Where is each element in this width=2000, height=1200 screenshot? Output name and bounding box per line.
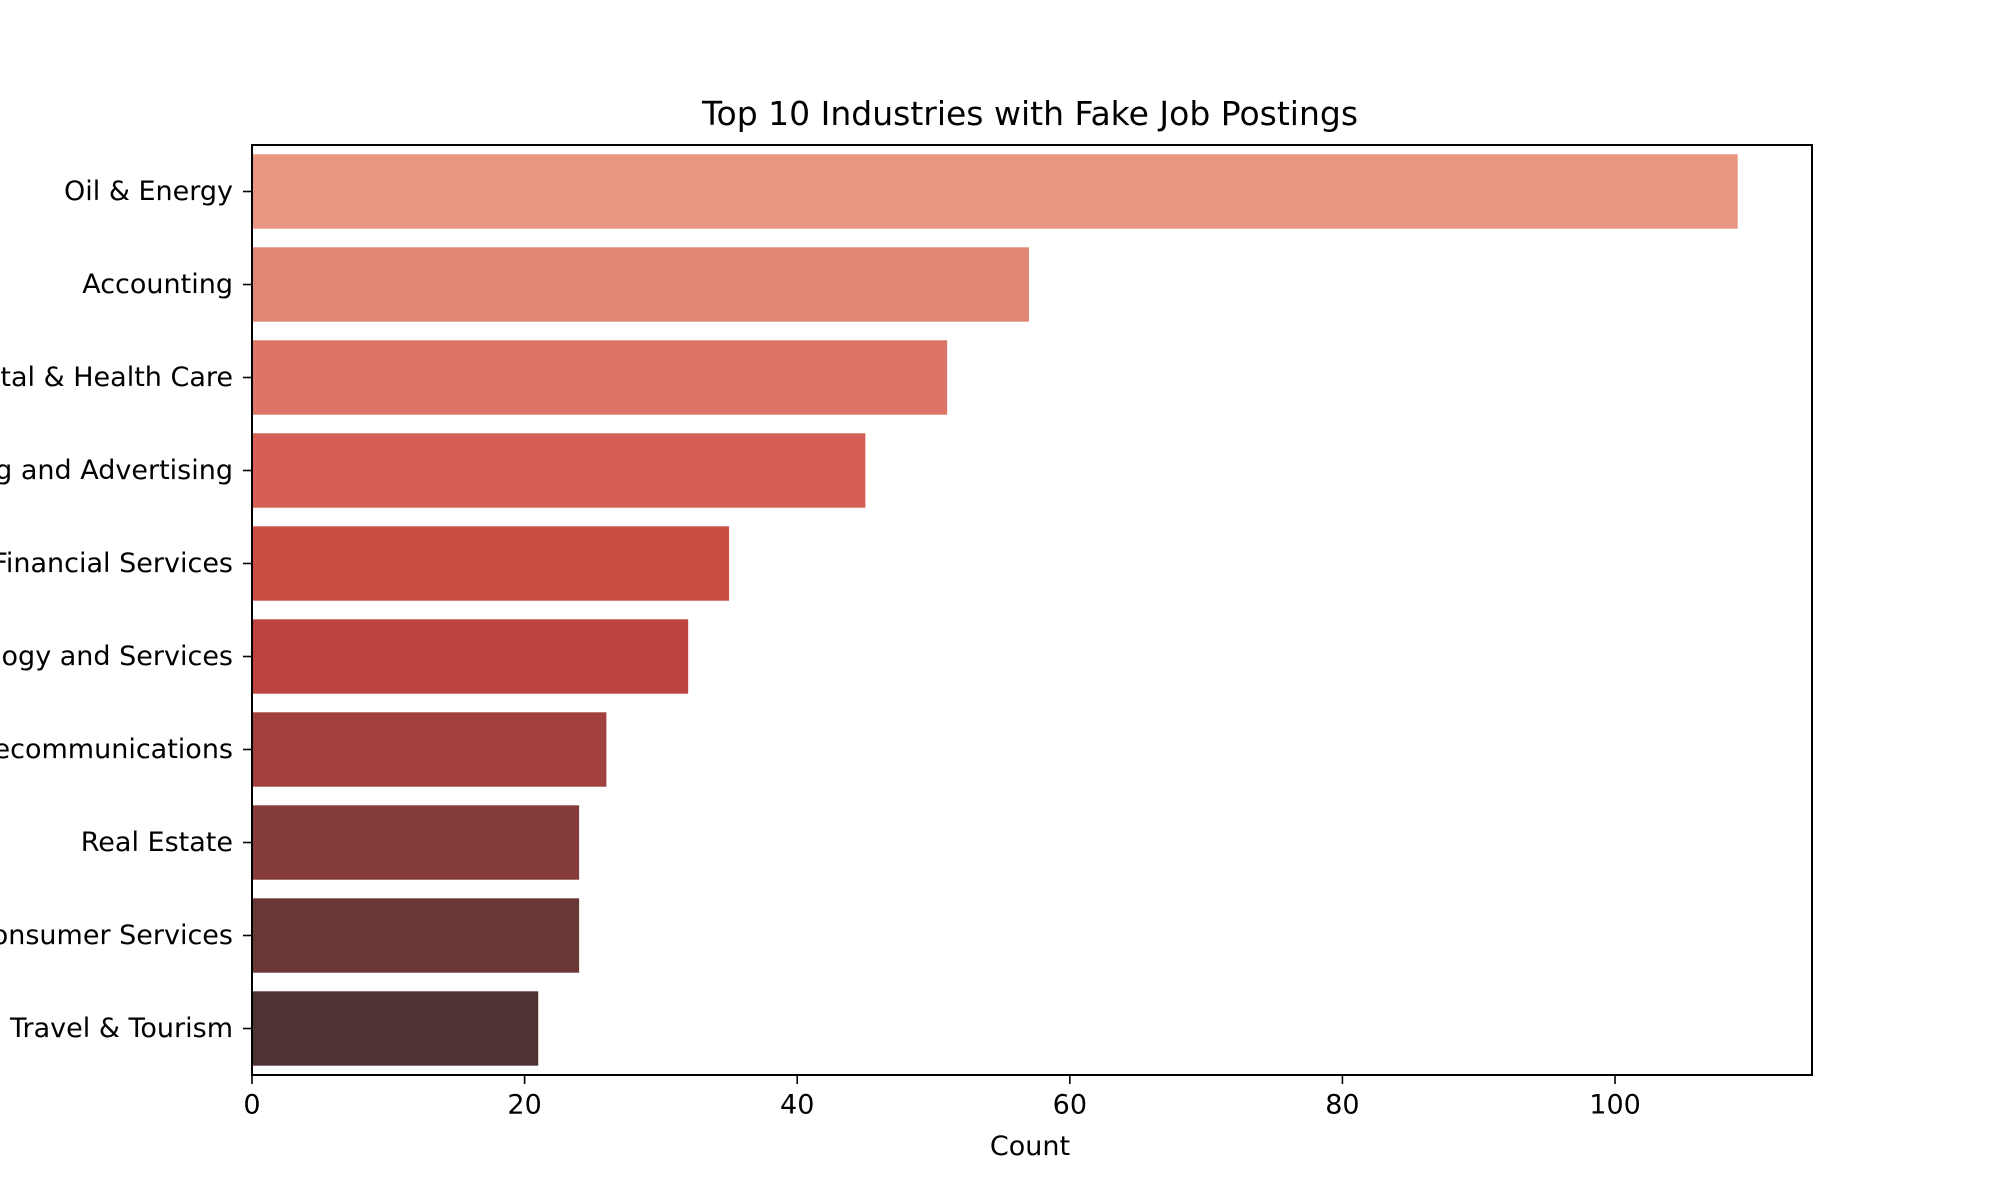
- y-tick-label: Oil & Energy: [64, 176, 233, 207]
- bar-information-technology-and-services: [252, 619, 689, 694]
- y-tick-label: Marketing and Advertising: [0, 455, 233, 486]
- x-tick-label: 100: [1589, 1090, 1641, 1121]
- bar-telecommunications: [252, 712, 607, 787]
- y-tick-label: Leisure, Travel & Tourism: [0, 1013, 233, 1044]
- bar-real-estate: [252, 805, 580, 880]
- bar-hospital-health-care: [252, 340, 948, 415]
- bars-group: [252, 154, 1738, 1066]
- x-axis: 0 20 40 60 80 100: [243, 1075, 1641, 1121]
- bar-financial-services: [252, 526, 730, 601]
- x-tick-label: 20: [507, 1090, 541, 1121]
- bar-leisure-travel-tourism: [252, 991, 539, 1066]
- y-tick-label: Accounting: [82, 269, 233, 300]
- bar-accounting: [252, 247, 1029, 322]
- y-tick-label: Information Technology and Services: [0, 641, 233, 672]
- y-tick-label: Financial Services: [0, 548, 233, 579]
- plot-frame: [251, 144, 1813, 1076]
- x-tick-label: 80: [1325, 1090, 1359, 1121]
- y-tick-label: Real Estate: [81, 827, 233, 858]
- chart-title: Top 10 Industries with Fake Job Postings: [701, 94, 1358, 133]
- y-tick-label: Hospital & Health Care: [0, 362, 233, 393]
- x-tick-label: 0: [243, 1090, 260, 1121]
- y-axis: Oil & Energy Accounting Hospital & Health …: [0, 176, 252, 1044]
- bar-marketing-and-advertising: [252, 433, 866, 508]
- y-tick-label: Consumer Services: [0, 920, 233, 951]
- y-tick-label: Telecommunications: [0, 734, 233, 765]
- bar-oil-energy: [252, 154, 1738, 229]
- bar-consumer-services: [252, 898, 580, 973]
- x-axis-label: Count: [990, 1131, 1070, 1162]
- x-tick-label: 40: [780, 1090, 814, 1121]
- x-tick-label: 60: [1053, 1090, 1087, 1121]
